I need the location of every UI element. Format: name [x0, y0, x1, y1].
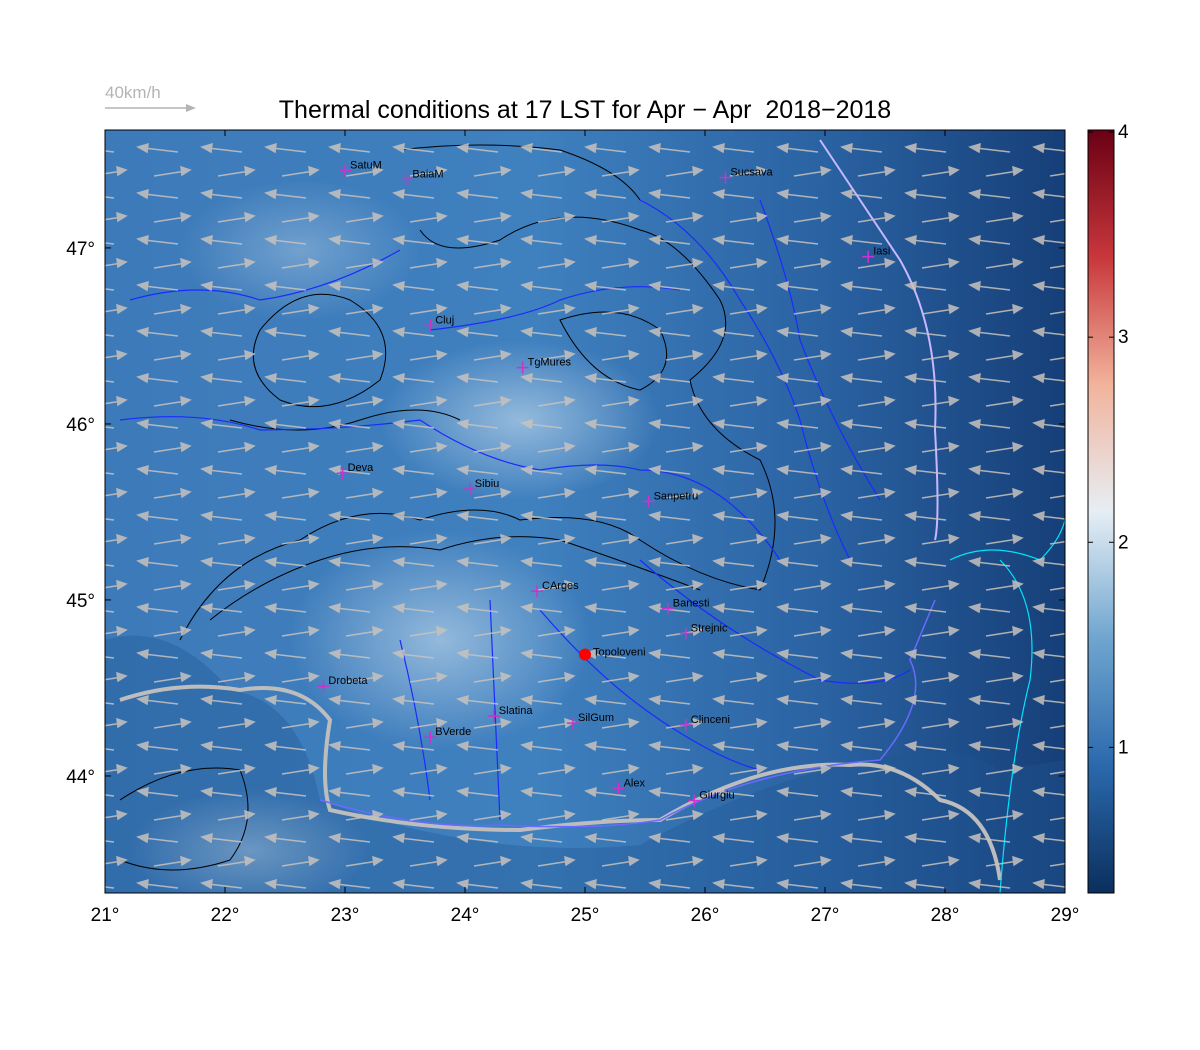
city-marker: [339, 164, 351, 177]
city-marker: [424, 319, 437, 332]
city-marker: [336, 467, 349, 480]
x-tick-label: 29°: [1051, 905, 1080, 926]
city-marker: [679, 627, 692, 640]
city-marker: [531, 585, 543, 598]
city-marker: [612, 782, 625, 795]
city-label: SilGum: [578, 712, 614, 724]
city-label: CArges: [542, 580, 579, 592]
city-label: Strejnic: [691, 622, 728, 634]
city-marker: [317, 680, 330, 693]
city-marker: [642, 495, 655, 508]
city-marker: [487, 710, 500, 723]
colorbar: [1087, 129, 1115, 894]
x-tick-label: 23°: [331, 905, 360, 926]
colorbar-tick-label: 4: [1118, 122, 1129, 143]
city-label: Sucsava: [730, 167, 773, 179]
x-tick-label: 24°: [451, 905, 480, 926]
city-label: TgMures: [528, 357, 572, 369]
city-label: Sibiu: [475, 478, 499, 490]
city-label: Clinceni: [691, 714, 730, 726]
x-tick-label: 26°: [691, 905, 720, 926]
x-tick-label: 25°: [571, 905, 600, 926]
site-label: Topoloveni: [593, 647, 646, 659]
x-tick-label: 27°: [811, 905, 840, 926]
legend-label: 40km/h: [105, 83, 161, 102]
city-marker: [516, 361, 529, 374]
city-label: BaiaM: [412, 168, 443, 180]
x-tick-label: 28°: [931, 905, 960, 926]
y-tick-label: 45°: [66, 591, 95, 612]
y-tick-label: 47°: [66, 239, 95, 260]
x-tick-label: 22°: [211, 905, 240, 926]
city-marker: [463, 483, 476, 496]
city-label: Sanpetru: [654, 490, 699, 502]
site-marker: [579, 648, 591, 661]
y-tick-label: 46°: [66, 415, 95, 436]
colorbar-tick-label: 3: [1118, 327, 1129, 348]
city-marker: [661, 602, 674, 615]
city-label: Alex: [624, 777, 646, 789]
city-marker: [679, 718, 692, 731]
city-label: Slatina: [499, 705, 534, 717]
city-label: BVerde: [435, 726, 471, 738]
city-marker: [424, 731, 437, 744]
city-label: Banesti: [673, 598, 710, 610]
city-marker: [567, 717, 579, 730]
map-title: Thermal conditions at 17 LST for Apr − A…: [279, 96, 891, 124]
city-marker: [688, 794, 701, 807]
city-label: Iasi: [873, 246, 890, 258]
colorbar-tick-label: 2: [1118, 532, 1129, 553]
city-marker: [401, 173, 414, 186]
city-label: Giurgiu: [699, 790, 734, 802]
x-tick-label: 21°: [91, 905, 120, 926]
city-label: SatuM: [350, 159, 382, 171]
city-marker: [719, 171, 732, 184]
city-label: Deva: [348, 462, 375, 474]
map-field: [105, 130, 1065, 893]
y-tick-label: 44°: [66, 767, 95, 788]
city-label: Drobeta: [328, 675, 368, 687]
city-label: Cluj: [435, 314, 454, 326]
city-marker: [862, 250, 875, 263]
colorbar-tick-label: 1: [1118, 737, 1129, 758]
legend-arrow: [105, 104, 196, 112]
